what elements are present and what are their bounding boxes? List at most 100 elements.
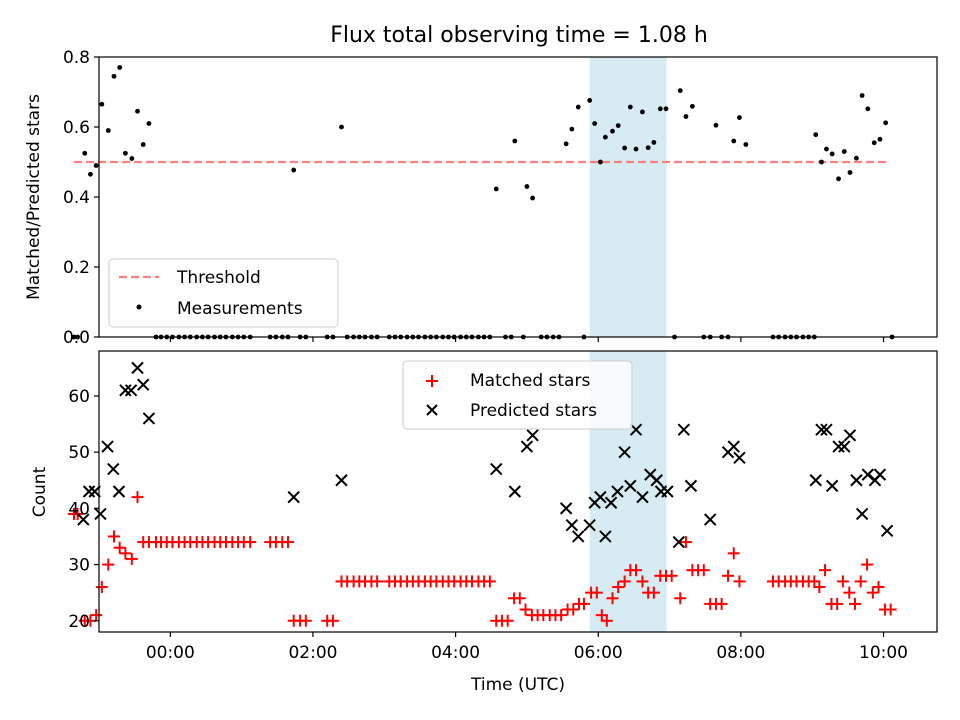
matched-star-point xyxy=(679,536,692,549)
matched-star-point xyxy=(125,552,138,565)
predicted-star-point xyxy=(565,519,579,532)
measurement-point xyxy=(713,122,719,128)
measurement-point xyxy=(88,171,93,177)
y-tick-label: 0.0 xyxy=(63,328,90,348)
y-tick-label: 0.2 xyxy=(63,258,90,278)
predicted-star-point xyxy=(733,451,746,464)
matched-star-point xyxy=(722,569,735,582)
legend-measurements-label: Measurements xyxy=(177,299,303,319)
matched-star-point xyxy=(501,614,514,627)
matched-star-point xyxy=(299,614,312,627)
top-legend: Threshold Measurements xyxy=(108,258,339,328)
predicted-star-point xyxy=(119,384,132,397)
matched-star-point xyxy=(590,586,603,599)
matched-star-point xyxy=(630,564,643,577)
measurement-point xyxy=(291,167,297,173)
predicted-star-point xyxy=(815,423,828,436)
bottom-panel: 00:00 02:00 04:00 06:00 08:00 10:00 20 30 40 50 6… xyxy=(30,350,938,695)
measurement-point xyxy=(592,121,598,126)
y-tick-label: 60 xyxy=(68,387,90,407)
predicted-star-point xyxy=(727,440,740,453)
top-legend-box xyxy=(108,258,339,328)
y-tick-label: 20 xyxy=(68,612,90,632)
figure-title: Flux total observing time = 1.08 h xyxy=(330,23,708,48)
measurement-point xyxy=(129,156,135,161)
legend-predicted-swatch xyxy=(426,404,438,416)
matched-star-point xyxy=(600,614,613,627)
matched-star-point xyxy=(90,609,103,622)
measurement-point xyxy=(871,140,877,146)
measurement-point xyxy=(813,132,819,138)
matched-star-point xyxy=(866,586,879,599)
measurement-point xyxy=(677,88,683,93)
measurement-point xyxy=(71,334,77,340)
predicted-star-point xyxy=(124,384,138,397)
measurement-point xyxy=(530,195,536,201)
measurement-point xyxy=(493,186,499,192)
matched-star-point xyxy=(483,575,496,588)
predicted-star-point xyxy=(684,479,698,493)
y-tick-label: 0.6 xyxy=(63,118,90,138)
measurement-point xyxy=(122,150,128,156)
matched-star-point xyxy=(618,575,631,588)
predicted-stars-points xyxy=(77,361,894,549)
measurement-point xyxy=(622,145,628,151)
y-tick-label: 50 xyxy=(68,443,90,463)
measurement-point xyxy=(82,150,88,156)
predicted-star-point xyxy=(559,502,573,515)
matched-star-point xyxy=(884,603,897,616)
predicted-star-point xyxy=(618,445,631,459)
x-tick-label: 08:00 xyxy=(716,643,765,663)
measurement-point xyxy=(135,108,140,114)
measurement-point xyxy=(865,106,871,112)
predicted-star-point xyxy=(661,485,674,498)
predicted-star-point xyxy=(77,513,90,526)
predicted-star-point xyxy=(677,423,691,436)
legend-measurements-swatch xyxy=(136,304,142,310)
predicted-star-point xyxy=(650,474,663,487)
measurement-point xyxy=(877,136,883,142)
predicted-star-point xyxy=(287,490,300,504)
predicted-star-point xyxy=(838,440,851,453)
matched-star-point xyxy=(727,547,740,560)
predicted-star-point xyxy=(636,490,649,504)
measurement-point xyxy=(743,142,749,147)
predicted-star-point xyxy=(131,361,144,375)
matched-star-point xyxy=(555,609,568,622)
measurement-point xyxy=(657,106,663,112)
predicted-star-point xyxy=(335,474,348,487)
top-y-axis-ticks: 0.0 0.2 0.4 0.6 0.8 xyxy=(63,48,99,348)
predicted-star-point xyxy=(82,485,96,498)
matched-star-point xyxy=(244,536,257,549)
predicted-star-point xyxy=(526,429,539,442)
measurement-point xyxy=(563,141,569,147)
predicted-star-point xyxy=(583,519,596,532)
matched-star-point xyxy=(567,603,580,616)
measurements-points xyxy=(71,65,895,340)
predicted-star-point xyxy=(508,485,521,498)
measurement-point xyxy=(836,176,841,182)
legend-threshold-label: Threshold xyxy=(176,268,261,288)
measurement-point xyxy=(105,128,111,133)
measurement-point xyxy=(737,115,742,120)
measurement-point xyxy=(597,159,603,165)
legend-matched-swatch xyxy=(426,375,438,387)
measurement-point xyxy=(575,104,581,110)
matched-star-point xyxy=(647,586,660,599)
matched-star-point xyxy=(715,597,728,610)
top-highlight-span xyxy=(589,57,667,337)
predicted-star-point xyxy=(672,535,686,549)
measurement-point xyxy=(615,123,621,128)
matched-star-point xyxy=(513,592,526,605)
x-tick-label: 00:00 xyxy=(146,643,195,663)
measurement-point xyxy=(587,98,593,103)
measurement-point xyxy=(824,146,829,152)
measurement-point xyxy=(610,128,615,134)
legend-predicted-label: Predicted stars xyxy=(470,401,597,421)
predicted-star-point xyxy=(825,479,839,493)
predicted-star-point xyxy=(604,496,618,509)
measurement-point xyxy=(847,170,853,175)
y-tick-label: 30 xyxy=(68,556,90,576)
predicted-star-point xyxy=(861,468,875,481)
